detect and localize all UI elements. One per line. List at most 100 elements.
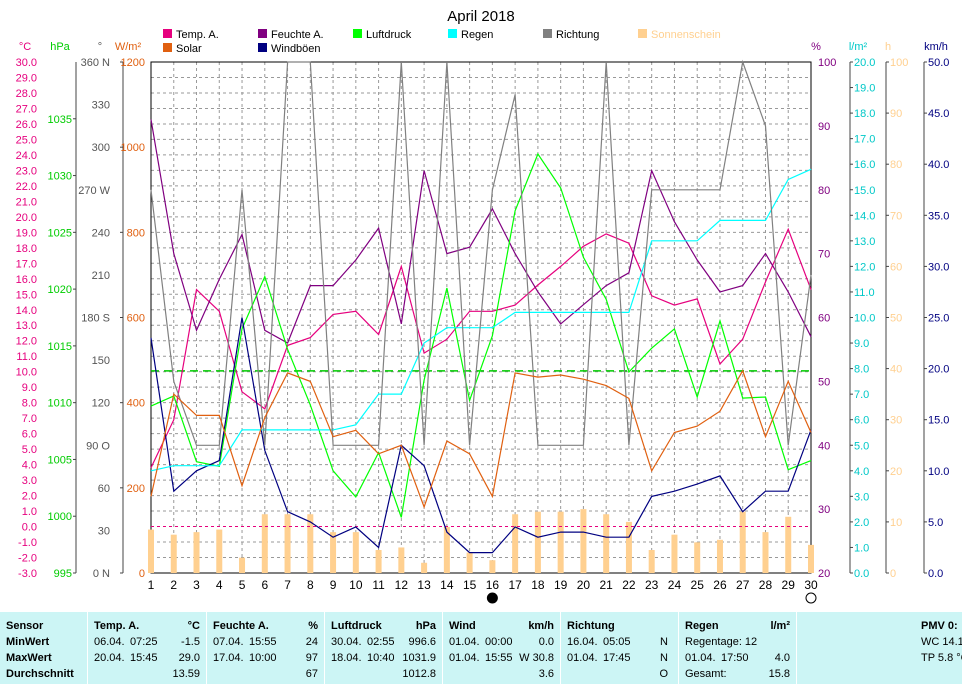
temp-min-date: 06.04. [94, 636, 125, 648]
temp-avg-value: 13.59 [172, 668, 200, 680]
wind-avg-value: 3.6 [538, 668, 554, 680]
humidity-max-value: 97 [305, 652, 318, 664]
axis-tick-label: 16.0 [16, 274, 37, 286]
axis-tick-label: 19.0 [16, 227, 37, 239]
axis-tick-label: 4.0 [22, 460, 37, 472]
axis-tick-label: 300 [92, 142, 110, 154]
axis-tick-label: 3.0 [22, 475, 37, 487]
pressure-min-date: 30.04. [331, 636, 362, 648]
axis-tick-label: 15.0 [854, 185, 875, 197]
rain-header: Regen [685, 620, 719, 632]
axis-tick-label: 240 [92, 227, 110, 239]
rain-max-value: 4.0 [774, 652, 790, 664]
direction-min-value: N [660, 636, 668, 648]
pressure-min-time: 02:55 [367, 636, 395, 648]
statistics-table: Sensor MinWert MaxWert Durchschnitt Temp… [0, 612, 962, 684]
axis-tick-label: 17.0 [854, 134, 875, 146]
sunshine-bar [148, 529, 154, 573]
x-tick-label: 21 [599, 578, 613, 592]
temp-min-value: -1.5 [181, 636, 200, 648]
axis-tick-label: 35.0 [928, 210, 949, 222]
legend-swatch [258, 43, 267, 52]
sunshine-bar [557, 511, 564, 573]
reference-lines [151, 370, 811, 528]
sunshine-bars [148, 509, 814, 573]
axis-tick-label: 0 [139, 568, 145, 580]
sunshine-bar [580, 509, 587, 573]
axis-tick-label: 6.0 [22, 429, 37, 441]
x-tick-label: 18 [531, 578, 545, 592]
axis-tick-label: 30.0 [16, 57, 37, 69]
wind-min-value: 0.0 [538, 636, 554, 648]
axis-tick-label: 21.0 [16, 196, 37, 208]
axis-tick-label: 30 [818, 504, 830, 516]
sunshine-bar [398, 547, 405, 573]
axis-tick-label: 90 [818, 121, 830, 133]
sunshine-bar [534, 511, 541, 573]
sunshine-bar [603, 514, 610, 573]
rain-unit: l/m² [770, 620, 790, 632]
wind-header: Wind [449, 620, 476, 632]
axis-tick-label: 13.0 [16, 320, 37, 332]
x-tick-label: 17 [508, 578, 522, 592]
axis-tick-label: 5.0 [854, 440, 869, 452]
axis-tick-label: 0.0 [22, 522, 37, 534]
direction-max-time: 17:45 [603, 652, 631, 664]
sunshine-bar [216, 529, 223, 573]
column-divider [324, 612, 325, 684]
grid [150, 61, 812, 574]
axis-tick-label: 5.0 [22, 444, 37, 456]
axis-tick-label: 330 [92, 100, 110, 112]
axis-tick-label: 2.0 [854, 517, 869, 529]
temp-unit: °C [187, 620, 200, 632]
axis-tick-label: 10.0 [16, 367, 37, 379]
x-axis: 1 2 3 4 5 6 7 8 9 10 11 12 13 14 15 16 17 18 19 20 21 22 23 24 2… [148, 578, 818, 592]
column-divider [442, 612, 443, 684]
rain-max-date: 01.04. [685, 652, 716, 664]
sunshine-bar [193, 532, 200, 573]
temp-max-date: 20.04. [94, 652, 125, 664]
humidity-min-date: 07.04. [213, 636, 244, 648]
sunshine-bar [466, 552, 473, 573]
axis-tick-label: 25.0 [16, 134, 37, 146]
axis-tick-label: 10.0 [928, 466, 949, 478]
x-tick-label: 29 [782, 578, 796, 592]
wind-max-time: 15:55 [485, 652, 513, 664]
axis-tick-label: 30.0 [928, 261, 949, 273]
axis-tick-label: 1005 [48, 454, 72, 466]
sunshine-bar [762, 532, 769, 573]
legend-label: Feuchte A. [271, 29, 324, 41]
axis-unit-label: % [811, 41, 821, 53]
rain-days: Regentage: 12 [685, 636, 758, 648]
axis-tick-label: 80 [818, 185, 830, 197]
series-line-feuchte-a [150, 119, 812, 344]
axis-tick-label: 50 [890, 313, 902, 325]
humidity-header: Feuchte A. [213, 620, 269, 632]
axis-tick-label: 50.0 [928, 57, 949, 69]
pressure-header: Luftdruck [331, 620, 382, 632]
wind-max-value: W 30.8 [519, 652, 554, 664]
axis-unit-label: h [885, 41, 891, 53]
direction-max-date: 01.04. [567, 652, 598, 664]
rain-max-time: 17:50 [721, 652, 749, 664]
legend-label: Solar [176, 43, 202, 55]
stats-rain-column: Regen l/m² Regentage: 12 01.04. 17:50 4.… [679, 612, 796, 684]
direction-header: Richtung [567, 620, 615, 632]
x-tick-label: 28 [759, 578, 773, 592]
pressure-max-time: 10:40 [367, 652, 395, 664]
axis-tick-label: 13.0 [854, 236, 875, 248]
x-tick-label: 24 [668, 578, 682, 592]
wind-min-date: 01.04. [449, 636, 480, 648]
axis-tick-label: 40.0 [928, 159, 949, 171]
x-tick-label: 2 [170, 578, 177, 592]
axis-tick-label: 400 [127, 398, 145, 410]
axis-tick-label: 16.0 [854, 159, 875, 171]
x-tick-label: 1 [148, 578, 155, 592]
axis-tick-label: 9.0 [22, 382, 37, 394]
axis-tick-label: 11.0 [16, 351, 37, 363]
legend-label: Temp. A. [176, 29, 219, 41]
temp-max-value: 29.0 [178, 652, 200, 664]
x-tick-label: 22 [622, 578, 636, 592]
legend-swatch [163, 43, 172, 52]
windchill-value: WC 14.1 [921, 636, 962, 648]
